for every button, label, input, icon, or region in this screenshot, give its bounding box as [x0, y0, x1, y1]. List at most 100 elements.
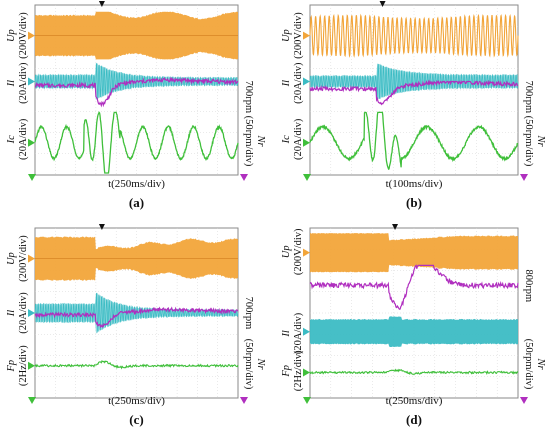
panel-caption: (c) [129, 412, 143, 427]
channel-name-label: Up [281, 245, 292, 258]
channel-marker-Nr-icon [240, 397, 248, 404]
left-label-Il: Il (20A/div) [281, 62, 304, 104]
channel-marker-Il-icon [28, 309, 35, 317]
channel-scale-label: (2Hz/div) [293, 350, 304, 391]
right-label-speed: 800rpm [523, 269, 534, 302]
channel-marker-ground-icon [28, 174, 36, 181]
channel-marker-Up-icon [303, 31, 310, 40]
channel-marker-ground-icon [28, 397, 36, 404]
channel-marker-Ic-icon [303, 138, 310, 147]
series-Il-trace [309, 63, 519, 100]
series-Il-envelope [310, 316, 518, 347]
left-label-Ic: Ic (20A/div) [6, 118, 29, 160]
time-axis-label: t(100ms/div) [386, 178, 443, 190]
speed-scale-label: (50rpm/div) [523, 339, 534, 390]
channel-name-label: Up [281, 29, 292, 42]
channel-scale-label: (200V/div) [18, 12, 29, 59]
channel-marker-Nr-icon [520, 397, 528, 404]
channel-scale-label: (20A/div) [18, 62, 29, 104]
left-label-Up: Up (200V/div) [6, 235, 29, 282]
panel-caption: (d) [406, 412, 422, 427]
series-Fp-trace [34, 359, 239, 370]
speed-name-label: Nr [535, 357, 546, 370]
left-label-Fp: Fp (2Hz/div) [6, 345, 29, 386]
channel-scale-label: (200V/div) [18, 235, 29, 282]
channel-marker-Up-icon [303, 248, 310, 257]
channel-name-label: Fp [281, 365, 292, 378]
channel-scale-label: (200V/div) [293, 12, 304, 59]
channel-scale-label: (2Hz/div) [18, 345, 29, 386]
left-label-Fp: Fp (2Hz/div) [281, 350, 304, 391]
panel-d: Up (200V/div)Il (20A/div)Fp (2Hz/div)800rpm… [281, 224, 546, 427]
right-label-speed: 700rpm [243, 80, 254, 113]
right-label-scale: (50rpm/div) Nr [523, 116, 546, 167]
channel-scale-label: (200V/div) [293, 228, 304, 275]
channel-name-label: Ic [281, 135, 292, 144]
series-Nr-trace [309, 79, 519, 106]
speed-offset-label: 700rpm [523, 80, 534, 113]
channel-name-label: Ic [6, 135, 17, 144]
channel-marker-ground-icon [303, 174, 311, 181]
left-label-Il: Il (20A/div) [6, 292, 29, 334]
right-label-scale: (50rpm/div) Nr [243, 116, 266, 167]
panel-caption: (b) [406, 195, 422, 210]
left-label-Up: Up (200V/div) [281, 228, 304, 275]
channel-marker-Nr-icon [240, 174, 248, 181]
series-Nr-trace [309, 264, 519, 310]
speed-name-label: Nr [255, 134, 266, 147]
channel-scale-label: (20A/div) [293, 62, 304, 104]
series-Nr-trace [34, 306, 239, 328]
right-label-speed: 700rpm [523, 80, 534, 113]
panel-caption: (a) [129, 195, 144, 210]
series-Fp-trace [309, 368, 519, 376]
channel-scale-label: (20A/div) [18, 118, 29, 160]
right-label-speed: 700rpm [243, 297, 254, 330]
channel-name-label: Up [6, 29, 17, 42]
series-Nr-trace [34, 76, 239, 108]
speed-scale-label: (50rpm/div) [243, 339, 254, 390]
left-label-Il: Il (20A/div) [6, 62, 29, 104]
channel-marker-Up-icon [28, 254, 35, 263]
channel-name-label: Up [6, 252, 17, 265]
left-label-Il: Il (20A/div) [281, 312, 304, 354]
trigger-marker-icon [392, 224, 399, 230]
speed-offset-label: 800rpm [523, 269, 534, 302]
channel-marker-Ic-icon [28, 138, 35, 147]
channel-name-label: Fp [6, 360, 17, 373]
right-label-scale: (50rpm/div) Nr [243, 339, 266, 390]
speed-name-label: Nr [255, 357, 266, 370]
series-Up-envelope [310, 233, 518, 273]
left-label-Ic: Ic (20A/div) [281, 118, 304, 160]
channel-scale-label: (20A/div) [293, 312, 304, 354]
channel-name-label: Il [6, 80, 17, 87]
channel-scale-label: (20A/div) [293, 118, 304, 160]
trigger-marker-icon [98, 1, 105, 7]
channel-name-label: Il [281, 330, 292, 337]
time-axis-label: t(250ms/div) [386, 395, 443, 407]
panel-a: Up (200V/div)Il (20A/div)Ic (20A/div)700rpm… [6, 1, 266, 210]
time-axis-label: t(250ms/div) [108, 178, 165, 190]
series-Il-trace [34, 293, 239, 332]
channel-name-label: Il [6, 310, 17, 317]
panel-b: Up (200V/div)Il (20A/div)Ic (20A/div)700rpm… [281, 1, 546, 210]
channel-marker-Il-icon [303, 327, 310, 336]
speed-name-label: Nr [535, 134, 546, 147]
channel-scale-label: (20A/div) [18, 292, 29, 334]
channel-marker-Il-icon [28, 77, 35, 86]
time-axis-label: t(250ms/div) [108, 395, 165, 407]
panel-c: Up (200V/div) Il (20A/div) Fp (2Hz/div) 700rpm… [6, 224, 266, 427]
right-label-scale: (50rpm/div) Nr [523, 339, 546, 390]
speed-scale-label: (50rpm/div) [243, 116, 254, 167]
channel-marker-Il-icon [303, 77, 310, 86]
channel-marker-Nr-icon [520, 174, 528, 181]
left-label-Up: Up (200V/div) [6, 12, 29, 59]
speed-offset-label: 700rpm [243, 297, 254, 330]
channel-marker-Fp-icon [303, 368, 310, 377]
series-Ic-trace [309, 111, 519, 171]
speed-scale-label: (50rpm/div) [523, 116, 534, 167]
channel-marker-Fp-icon [28, 361, 35, 370]
series-Up-trace [309, 13, 519, 58]
channel-marker-ground-icon [303, 397, 311, 404]
channel-marker-Up-icon [28, 31, 35, 40]
